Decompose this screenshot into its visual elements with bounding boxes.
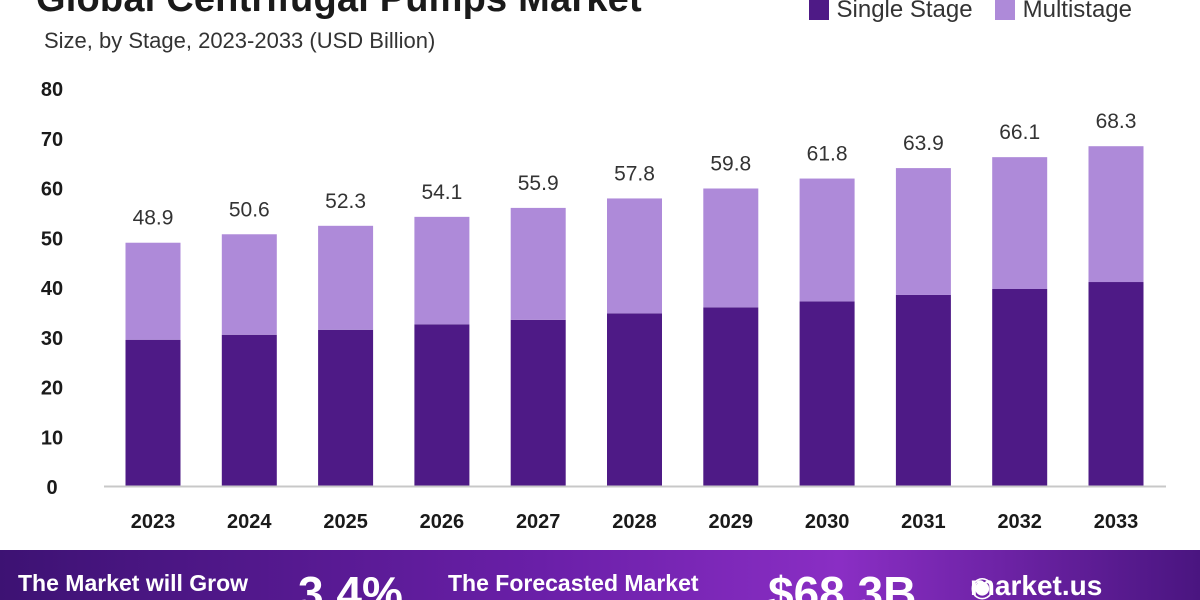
bar-multistage (703, 188, 759, 308)
banner-forecast-value: $68.3B (768, 567, 917, 600)
x-tick-label: 2031 (901, 511, 946, 533)
y-tick-label: 50 (41, 228, 63, 250)
legend-label-multistage: Multistage (1022, 0, 1132, 23)
bar-multistage (992, 157, 1048, 289)
data-label-total: 55.9 (518, 172, 559, 195)
bar-single-stage (318, 329, 374, 486)
y-tick-label: 40 (41, 278, 63, 300)
banner-cagr-value: 3.4% (298, 567, 403, 600)
bar-multistage (607, 198, 662, 314)
bar-multistage (221, 234, 277, 335)
y-tick-label: 60 (41, 179, 63, 201)
x-tick-label: 2025 (323, 511, 368, 533)
x-tick-label: 2032 (997, 511, 1042, 533)
legend-item-multistage: Multistage (994, 0, 1132, 24)
bar-single-stage (799, 301, 855, 486)
legend-item-single-stage: Single Stage (808, 0, 973, 24)
chart-title: Global Centrifugal Pumps Market (36, 0, 642, 21)
market-logo-icon: ◉ (970, 571, 995, 600)
data-label-total: 50.6 (229, 198, 270, 221)
data-label-total: 59.8 (710, 152, 751, 175)
bar-single-stage (607, 313, 662, 486)
data-label-total: 48.9 (133, 207, 174, 230)
bar-single-stage (414, 324, 470, 486)
data-label-total: 66.1 (999, 121, 1040, 144)
y-tick-label: 10 (41, 427, 63, 449)
brand-logo-text: market.us (970, 570, 1103, 600)
y-tick-label: 0 (46, 477, 57, 499)
banner-grow-text: The Market will Grow (18, 570, 249, 596)
x-tick-label: 2030 (805, 511, 850, 533)
x-tick-label: 2027 (516, 511, 561, 533)
bar-single-stage (125, 339, 181, 486)
legend-swatch-multistage (994, 0, 1015, 20)
x-tick-label: 2029 (709, 511, 754, 533)
chart-subtitle: Size, by Stage, 2023-2033 (USD Billion) (44, 28, 436, 53)
bar-single-stage (1088, 282, 1144, 486)
x-tick-label: 2024 (227, 511, 272, 533)
x-tick-label: 2023 (131, 511, 176, 533)
bar-single-stage (895, 294, 951, 486)
bar-multistage (414, 216, 470, 325)
bar-multistage (125, 242, 181, 340)
bar-multistage (510, 207, 566, 320)
data-label-total: 54.1 (421, 181, 462, 204)
bar-multistage (799, 178, 855, 302)
legend-label-single-stage: Single Stage (836, 0, 973, 23)
bar-multistage (895, 168, 951, 295)
bar-single-stage (703, 307, 759, 486)
y-tick-label: 80 (41, 79, 63, 101)
data-label-total: 52.3 (325, 190, 366, 213)
bar-multistage (1088, 146, 1144, 283)
y-tick-label: 70 (41, 129, 63, 151)
stacked-bar-chart: 0102030405060708048.9202350.6202452.3202… (41, 79, 1166, 533)
y-tick-label: 20 (41, 378, 63, 400)
data-label-total: 68.3 (1096, 110, 1137, 133)
x-tick-label: 2028 (612, 511, 657, 533)
data-label-total: 61.8 (807, 143, 848, 166)
y-tick-label: 30 (41, 328, 63, 350)
legend: Single Stage Multistage (808, 0, 1132, 24)
legend-swatch-single-stage (808, 0, 829, 20)
footer-banner: The Market will Grow 3.4% The Forecasted… (0, 550, 1200, 600)
data-label-total: 63.9 (903, 132, 944, 155)
bar-multistage (318, 225, 374, 330)
banner-forecast-text: The Forecasted Market (448, 570, 699, 596)
bar-single-stage (221, 334, 277, 486)
x-tick-label: 2033 (1094, 511, 1139, 533)
data-label-total: 57.8 (614, 162, 655, 185)
bar-single-stage (510, 319, 566, 486)
x-tick-label: 2026 (420, 511, 465, 533)
bar-single-stage (992, 288, 1048, 486)
